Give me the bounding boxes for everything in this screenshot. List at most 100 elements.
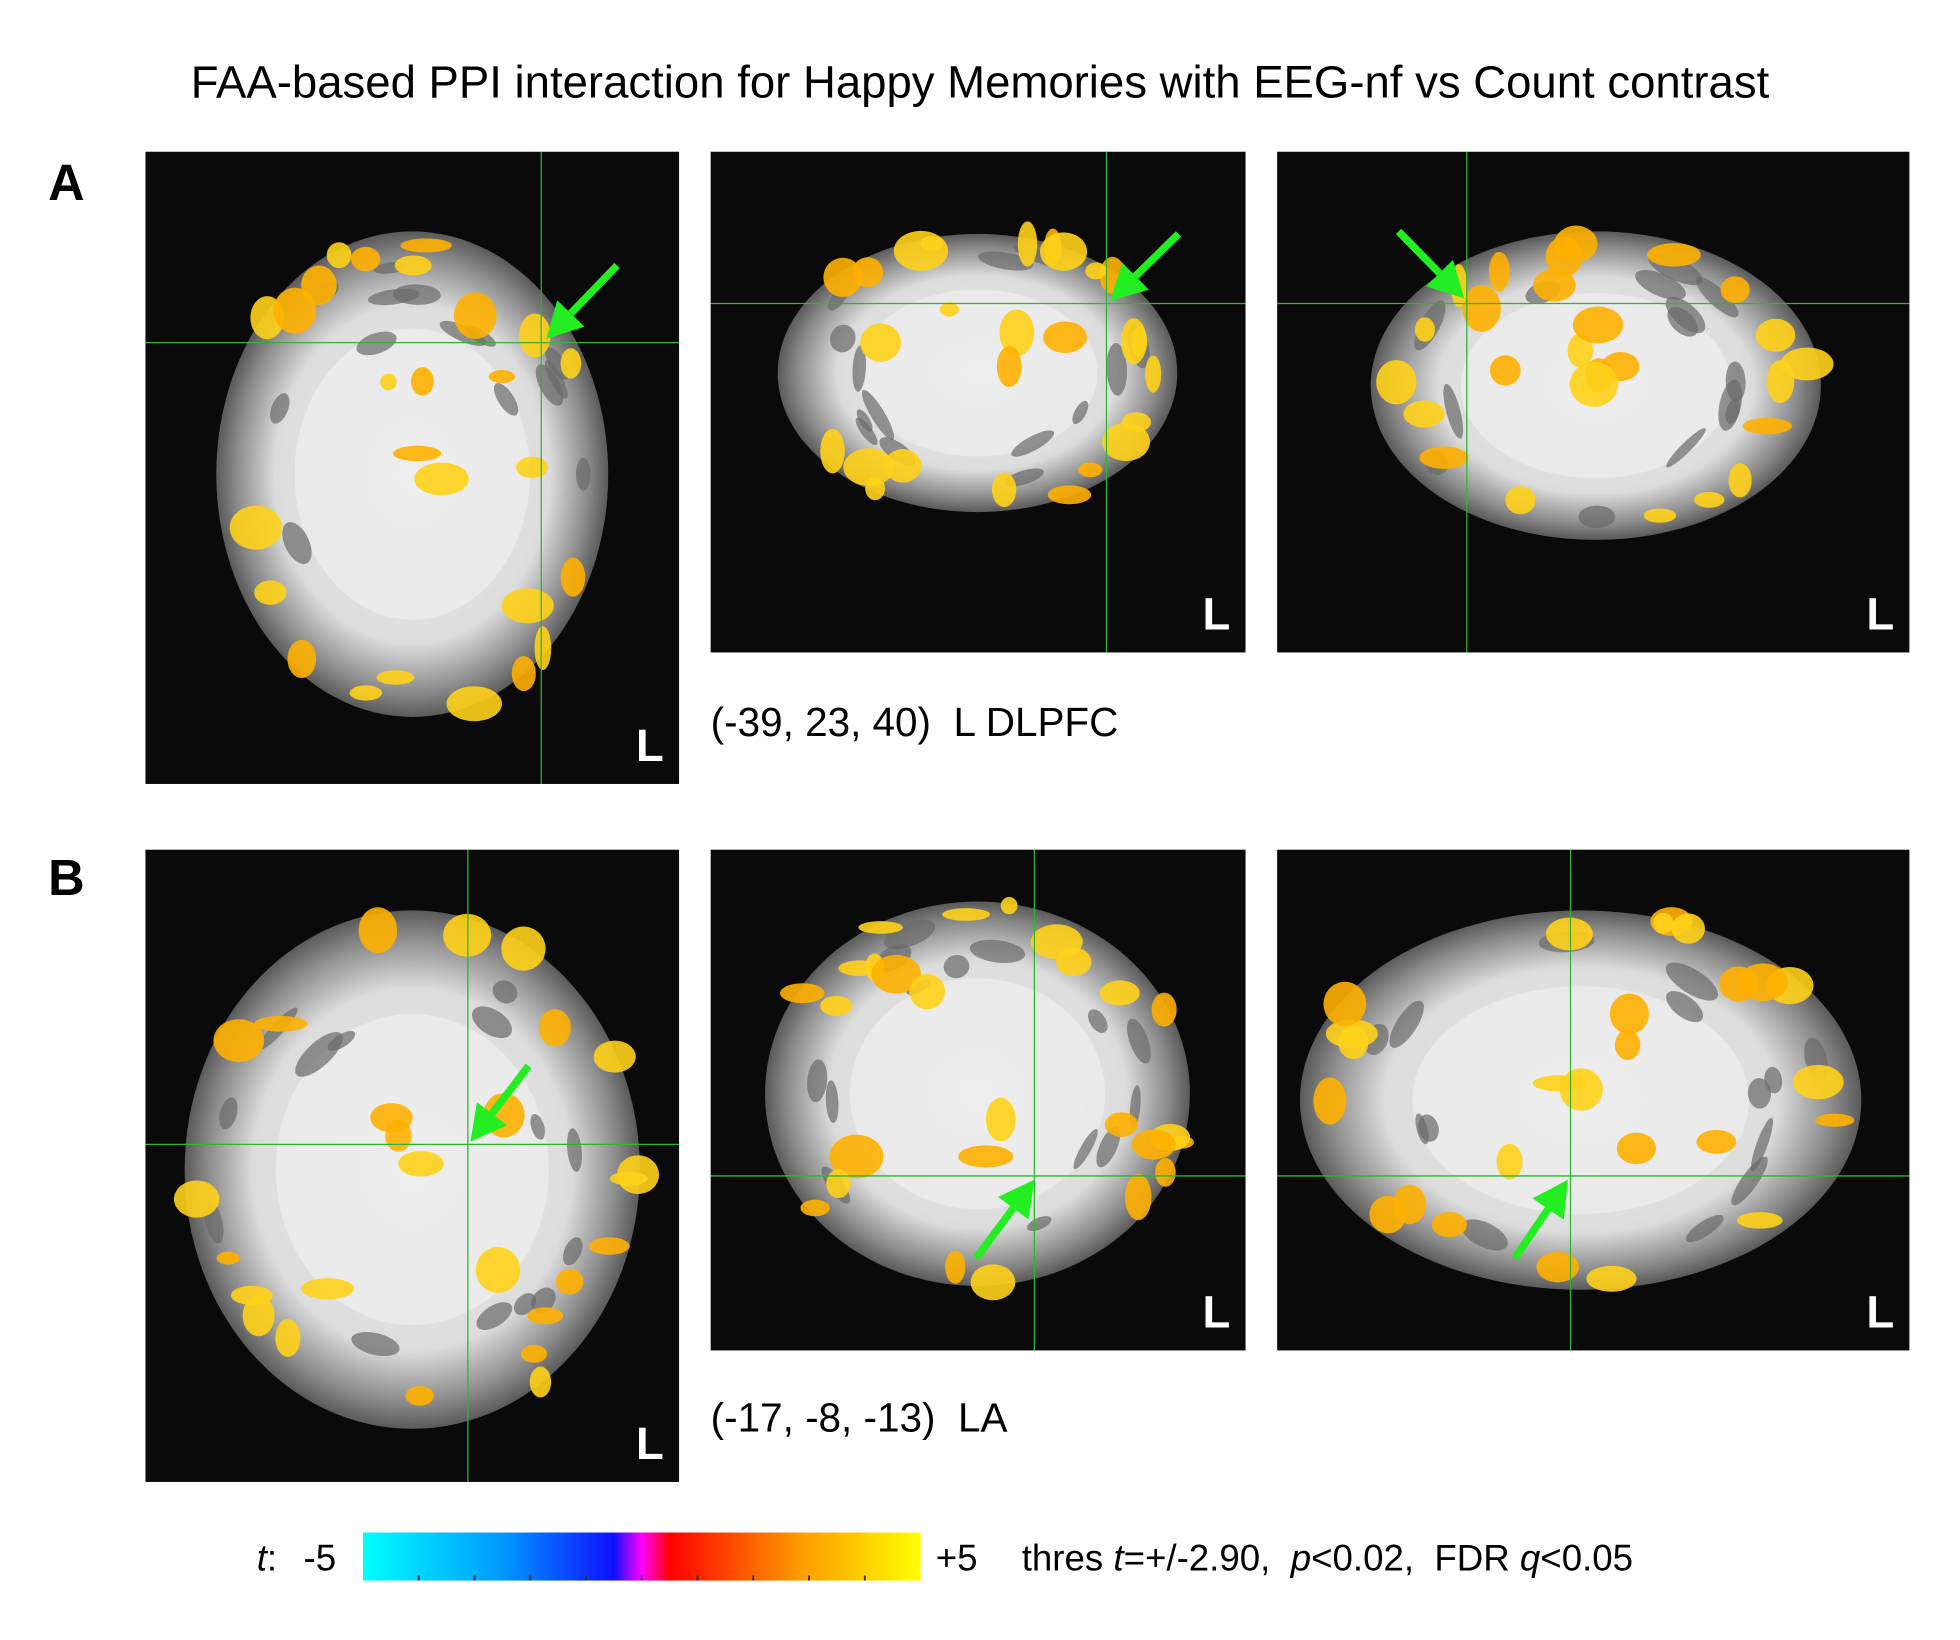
activation <box>1536 1251 1579 1283</box>
sulcus <box>1665 296 1706 334</box>
activation <box>820 428 845 474</box>
figure-title: FAA-based PPI interaction for Happy Memo… <box>191 56 1770 107</box>
activation <box>1616 1132 1657 1165</box>
colorbar-max: +5 <box>936 1537 978 1578</box>
activation <box>823 257 863 298</box>
sulcus <box>270 393 290 424</box>
orientation-label: L <box>1203 1287 1231 1338</box>
activation <box>229 505 283 550</box>
sulcus <box>1087 1009 1108 1033</box>
sulcus <box>1666 428 1706 468</box>
arrow-head <box>1110 262 1149 301</box>
sulcus <box>513 1293 537 1316</box>
panel-label: B <box>48 849 85 906</box>
activation <box>1567 333 1594 368</box>
sulcus <box>1389 1000 1424 1048</box>
activation <box>511 656 536 692</box>
sulcus <box>567 1128 582 1172</box>
activation <box>213 1019 265 1063</box>
activation <box>860 323 901 362</box>
sulcus <box>1685 1214 1724 1243</box>
sulcus <box>562 1237 583 1266</box>
threshold-part: <0.05 <box>1540 1537 1633 1578</box>
arrow-shaft <box>1395 228 1443 276</box>
colorbar-symbol: t: <box>257 1537 277 1578</box>
sulcus <box>1443 383 1464 439</box>
activation <box>1694 491 1725 508</box>
activation <box>1489 355 1521 386</box>
activation <box>826 1169 851 1199</box>
activation <box>230 1285 273 1305</box>
activation <box>1609 993 1649 1035</box>
activation <box>216 1251 240 1265</box>
activation <box>242 1295 275 1337</box>
threshold-part: t <box>1113 1537 1125 1578</box>
sulcus <box>356 331 397 356</box>
activation <box>560 557 586 597</box>
brain-view: L <box>710 151 1246 653</box>
sulcus <box>493 383 519 416</box>
sulcus <box>575 457 591 491</box>
activation <box>1720 276 1750 304</box>
sulcus <box>1415 1113 1429 1145</box>
activation <box>394 255 432 276</box>
activation <box>1376 359 1417 405</box>
activation <box>1755 318 1796 352</box>
region: LA <box>958 1394 1007 1440</box>
activation <box>992 472 1017 508</box>
activation <box>985 1097 1016 1142</box>
activation <box>920 235 943 251</box>
orientation-label: L <box>1866 589 1894 640</box>
sulcus <box>1072 400 1089 425</box>
activation <box>173 1180 220 1218</box>
activation <box>1792 1064 1844 1100</box>
activation <box>1102 422 1150 462</box>
location: (-17, -8, -13) LA <box>711 1394 1008 1440</box>
activation <box>275 1319 301 1358</box>
orientation-label: L <box>1203 589 1231 640</box>
activation <box>1653 912 1674 934</box>
coords: (-39, 23, 40) <box>711 699 931 745</box>
sulcus <box>856 409 873 432</box>
activation <box>1130 326 1148 357</box>
activation <box>475 1247 521 1293</box>
activation <box>443 913 492 957</box>
threshold-part: =+/-2.90, <box>1124 1537 1291 1578</box>
threshold: thres t=+/-2.90, p<0.02, FDR q<0.05 <box>1022 1537 1633 1578</box>
activation <box>1572 306 1624 344</box>
sulcus <box>282 522 312 565</box>
activation <box>852 257 884 288</box>
sulcus <box>825 1080 839 1124</box>
sulcus <box>219 1097 238 1130</box>
activation <box>1099 980 1140 1006</box>
activation <box>1124 1174 1152 1221</box>
symbol: t <box>257 1537 269 1578</box>
activation <box>945 1250 966 1284</box>
sulcus <box>1764 1066 1783 1094</box>
activation <box>588 1237 630 1255</box>
activation <box>1043 321 1088 354</box>
sulcus <box>830 324 856 353</box>
activation <box>999 309 1035 356</box>
activation <box>1742 417 1792 435</box>
sulcus <box>530 1113 545 1140</box>
brain-view: L <box>1277 151 1910 653</box>
activation <box>1671 913 1706 944</box>
activation <box>909 974 946 1010</box>
activation <box>829 1134 884 1179</box>
orientation-label: L <box>636 720 664 771</box>
sulcus <box>855 417 878 446</box>
panel-label: A <box>48 154 85 211</box>
sulcus <box>1011 430 1055 457</box>
activation <box>1643 508 1677 523</box>
sulcus <box>1731 1156 1768 1206</box>
activation <box>301 265 337 305</box>
sulcus <box>978 251 1033 271</box>
sulcus <box>1461 1219 1508 1251</box>
sulcus <box>476 1302 513 1330</box>
arrow-head <box>1425 259 1465 299</box>
activation <box>1431 1212 1467 1238</box>
activation <box>273 287 317 334</box>
activation <box>1039 232 1088 271</box>
